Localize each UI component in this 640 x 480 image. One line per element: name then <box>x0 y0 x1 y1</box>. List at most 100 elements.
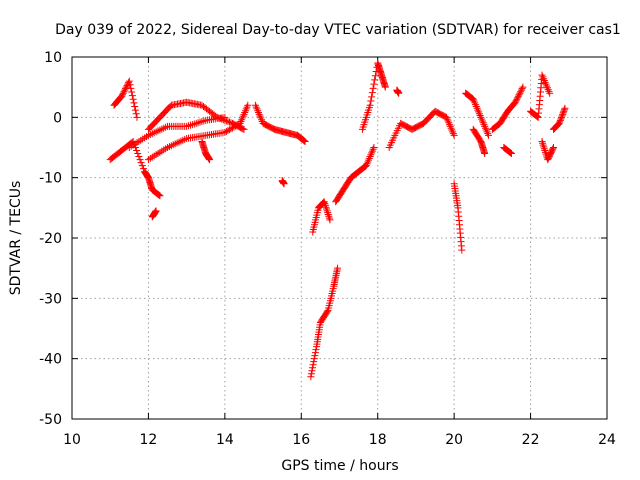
data-point <box>477 113 485 121</box>
data-point <box>448 126 456 134</box>
data-point <box>243 103 251 111</box>
tick-layer: 10 12 14 16 18 20 22 24 10 0 -10 -20 -30 -40 -50 <box>39 50 616 448</box>
data-point <box>133 147 141 155</box>
data-point <box>224 118 232 126</box>
data-point <box>155 191 163 199</box>
data-point <box>538 71 546 79</box>
x-tick-label: 20 <box>445 432 463 448</box>
data-point <box>368 147 376 155</box>
series-seg-i <box>278 177 288 188</box>
data-point <box>200 117 208 125</box>
data-point <box>484 130 492 138</box>
data-point <box>558 112 566 120</box>
data-point <box>470 97 478 105</box>
data-point <box>507 149 515 157</box>
data-point <box>212 112 220 120</box>
data-point <box>367 151 375 159</box>
series-seg-l <box>332 144 378 206</box>
data-point <box>325 214 333 222</box>
data-point <box>368 93 376 101</box>
data-point <box>540 77 548 85</box>
y-tick-label: -10 <box>39 171 62 187</box>
data-point <box>325 212 333 220</box>
data-point <box>221 116 229 124</box>
data-point <box>120 88 128 96</box>
series-seg-o <box>393 86 403 97</box>
data-point <box>188 121 196 129</box>
data-point <box>517 88 525 96</box>
data-point <box>557 115 565 123</box>
data-marks-layer <box>106 59 569 381</box>
data-point <box>196 118 204 126</box>
series-seg-n <box>385 107 458 151</box>
x-tick-label: 24 <box>598 432 616 448</box>
data-point <box>240 125 248 133</box>
data-point <box>533 113 541 121</box>
data-point <box>213 113 221 121</box>
grid-layer <box>72 57 607 419</box>
data-point <box>129 95 137 103</box>
data-point <box>369 84 377 92</box>
data-point <box>367 97 375 105</box>
data-point <box>251 101 259 109</box>
data-point <box>127 84 135 92</box>
series-seg-q <box>462 89 493 139</box>
data-point <box>215 114 223 122</box>
data-point <box>542 80 550 88</box>
data-point <box>513 95 521 103</box>
data-point <box>518 85 526 93</box>
series-seg-d <box>144 101 252 164</box>
data-point <box>323 207 331 215</box>
data-point <box>241 107 249 115</box>
data-point <box>539 73 547 81</box>
series-seg-u <box>527 71 554 121</box>
data-point <box>185 122 193 130</box>
data-point <box>475 108 483 116</box>
data-point <box>446 121 454 129</box>
data-point <box>560 107 568 115</box>
data-point <box>545 87 553 95</box>
data-point <box>541 78 549 86</box>
data-point <box>449 130 457 138</box>
data-point <box>254 107 262 115</box>
data-point <box>515 91 523 99</box>
data-point <box>519 83 527 91</box>
data-point <box>206 156 214 164</box>
data-point <box>371 72 379 80</box>
data-point <box>447 124 455 132</box>
data-point <box>307 373 315 381</box>
data-point <box>237 118 245 126</box>
data-point <box>311 352 319 360</box>
data-point <box>395 89 403 97</box>
data-point <box>540 75 548 83</box>
series-seg-c <box>148 207 160 221</box>
data-point <box>483 128 491 136</box>
data-point <box>478 115 486 123</box>
data-point <box>363 160 371 168</box>
series-seg-g <box>198 137 214 164</box>
data-point <box>134 150 142 158</box>
data-point <box>445 119 453 127</box>
data-point <box>369 145 377 153</box>
data-point <box>475 110 483 118</box>
data-point <box>368 89 376 97</box>
data-point <box>216 115 224 123</box>
x-tick-label: 22 <box>522 432 540 448</box>
data-point <box>312 346 320 354</box>
data-point <box>471 99 479 107</box>
data-point <box>324 210 332 218</box>
data-point <box>253 105 261 113</box>
y-tick-label: 10 <box>44 50 62 66</box>
data-point <box>479 119 487 127</box>
data-point <box>240 110 248 118</box>
series-seg-h <box>251 101 309 145</box>
data-point <box>254 109 262 117</box>
plot-frame <box>71 56 608 420</box>
data-point <box>368 149 376 157</box>
data-point <box>310 355 318 363</box>
series-seg-r <box>469 125 489 158</box>
data-point <box>366 153 374 161</box>
data-point <box>381 83 389 91</box>
data-point <box>443 115 451 123</box>
series-seg-s <box>488 83 527 133</box>
